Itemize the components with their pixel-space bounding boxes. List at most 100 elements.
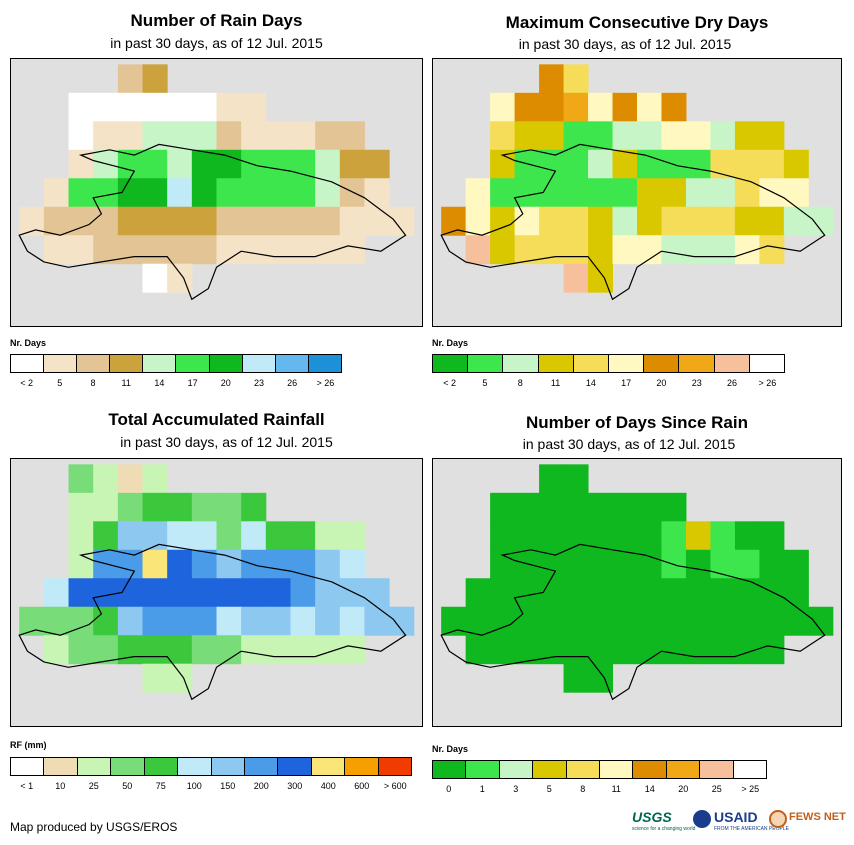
legend-tick-label: < 2 (443, 378, 457, 388)
legend-swatch (308, 355, 341, 372)
grid-cell (43, 578, 70, 608)
grid-cell (514, 492, 540, 522)
grid-cell (167, 549, 193, 579)
grid-cell (265, 635, 291, 665)
grid-cell (93, 521, 119, 551)
grid-cell (490, 121, 516, 151)
grid-cell (265, 206, 291, 236)
grid-cell (563, 178, 589, 208)
map-rain-days (10, 58, 423, 327)
grid-cell (68, 235, 94, 265)
grid-cell (167, 606, 193, 636)
grid-cell (612, 606, 638, 636)
grid-cell (167, 235, 193, 265)
legend-swatch (211, 758, 245, 775)
legend-tick-label: > 600 (383, 781, 407, 791)
grid-cell (241, 206, 267, 236)
grid-cell (759, 149, 785, 179)
grid-cell (191, 235, 217, 265)
grid-cell (661, 206, 687, 236)
grid-cell (490, 149, 516, 179)
legend-swatch (110, 355, 144, 372)
grid-cell (339, 206, 365, 236)
grid-cell (759, 178, 785, 208)
legend-tick-label: 26 (727, 378, 738, 388)
panel-subtitle-rain-days: in past 30 days, as of 12 Jul. 2015 (110, 35, 323, 51)
legend-swatch (11, 355, 45, 372)
grid-cell (241, 635, 267, 665)
panel-title-dry-days: Maximum Consecutive Dry Days (505, 13, 769, 32)
legend-tick-label: 100 (186, 781, 202, 791)
grid-cell (117, 635, 144, 665)
grid-cell (734, 178, 760, 208)
map-credit: Map produced by USGS/EROS (10, 820, 178, 834)
panel-title-days-since-rain: Number of Days Since Rain (525, 413, 748, 432)
legend-bar-rainfall (10, 757, 412, 776)
legend-tick-label: 25 (88, 781, 99, 791)
legend-swatch (600, 761, 634, 778)
grid-cell (216, 578, 242, 608)
grid-cell (68, 578, 94, 608)
grid-cell (167, 663, 193, 693)
legend-swatch (178, 758, 212, 775)
grid-cell (734, 149, 760, 179)
grid-cell (117, 64, 144, 94)
grid-cell (685, 121, 711, 151)
grid-cell (216, 492, 242, 522)
grid-cell (759, 578, 785, 608)
grid-cell (539, 206, 565, 236)
legend-swatch (77, 355, 111, 372)
grid-cell (364, 149, 390, 179)
grid-cell (808, 206, 834, 236)
grid-cell (612, 178, 638, 208)
grid-cell (490, 92, 516, 122)
grid-cell (142, 606, 168, 636)
legend-ticks-rainfall: < 1 10 25 50 75 100 150 200 300 400 600 > 600 (10, 781, 412, 793)
legend-tick-label: > 26 (316, 378, 335, 388)
grid-cell (661, 235, 687, 265)
grid-cell (142, 492, 168, 522)
grid-cell (783, 606, 809, 636)
grid-cell (290, 635, 316, 665)
grid-cell (734, 121, 760, 151)
grid-cell (539, 492, 565, 522)
grid-cell (93, 121, 119, 151)
grid-cell (612, 578, 638, 608)
grid-cell (612, 235, 638, 265)
usaid-logo: USAID (714, 809, 758, 825)
grid-cell (490, 235, 516, 265)
grid-cell (759, 549, 785, 579)
grid-cell (514, 521, 540, 551)
grid-cell (588, 578, 614, 608)
island-outline (440, 143, 826, 301)
legend-swatch (538, 355, 574, 372)
map-grid (440, 464, 834, 701)
grid-cell (490, 178, 516, 208)
grid-cell (514, 178, 540, 208)
grid-cell (490, 635, 516, 665)
grid-cell (563, 206, 589, 236)
grid-cell (612, 121, 638, 151)
grid-cell (539, 121, 565, 151)
grid-cell (117, 492, 144, 522)
grid-cell (68, 121, 94, 151)
grid-cell (216, 206, 242, 236)
grid-cell (339, 549, 365, 579)
grid-cell (216, 235, 242, 265)
legend-swatch (378, 758, 412, 775)
grid-cell (637, 635, 662, 665)
panel-title-rain-days: Number of Rain Days (130, 11, 303, 30)
legend-swatch (666, 761, 701, 778)
grid-cell (364, 578, 390, 608)
grid-cell (339, 149, 365, 179)
grid-cell (734, 521, 760, 551)
legend-tick-label: 1 (479, 784, 485, 794)
grid-cell (68, 549, 94, 579)
grid-cell (315, 206, 341, 236)
grid-cell (216, 178, 242, 208)
grid-cell (265, 235, 291, 265)
legend-swatch (633, 761, 667, 778)
grid-cell (563, 635, 589, 665)
grid-cell (43, 206, 70, 236)
grid-cell (315, 521, 341, 551)
